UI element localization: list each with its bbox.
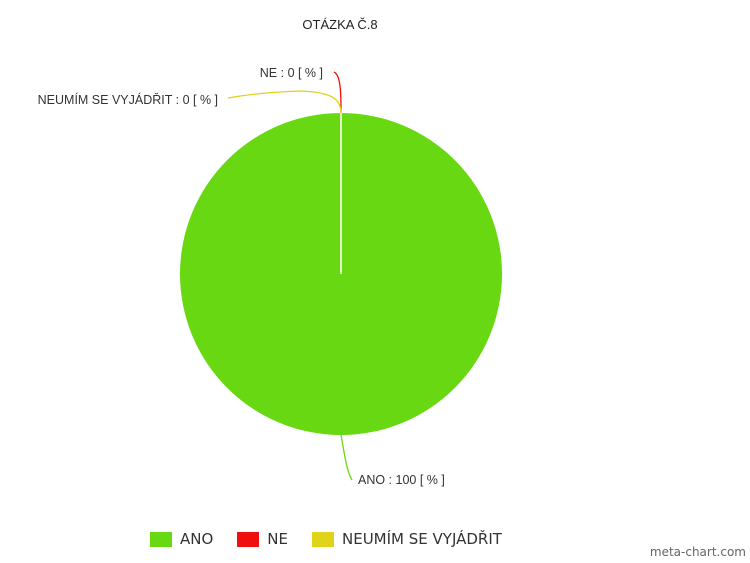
- chart-legend: ANO NE NEUMÍM SE VYJÁDŘIT: [150, 530, 526, 548]
- pie-slices: [180, 113, 502, 435]
- connector-neumim: [227, 90, 342, 114]
- data-label-neumim: NEUMÍM SE VYJÁDŘIT : 0 [ % ]: [38, 92, 218, 107]
- label-connectors: [227, 71, 353, 481]
- legend-swatch-neumim: [312, 531, 334, 547]
- legend-label-ne: NE: [267, 530, 288, 548]
- legend-label-neumim: NEUMÍM SE VYJÁDŘIT: [342, 530, 502, 548]
- legend-label-ano: ANO: [180, 530, 214, 548]
- legend-item-ano[interactable]: ANO: [150, 530, 213, 548]
- data-label-ne: NE : 0 [ % ]: [260, 66, 323, 80]
- data-label-ano: ANO : 100 [ % ]: [358, 473, 445, 487]
- legend-swatch-ano: [150, 531, 172, 547]
- legend-swatch-ne: [237, 531, 260, 547]
- legend-item-ne[interactable]: NE: [237, 530, 288, 548]
- credit-text: meta-chart.com: [649, 545, 746, 559]
- legend-item-neumim[interactable]: NEUMÍM SE VYJÁDŘIT: [312, 530, 502, 548]
- connector-ano: [340, 434, 353, 481]
- chart-title: OTÁZKA Č.8: [302, 17, 377, 32]
